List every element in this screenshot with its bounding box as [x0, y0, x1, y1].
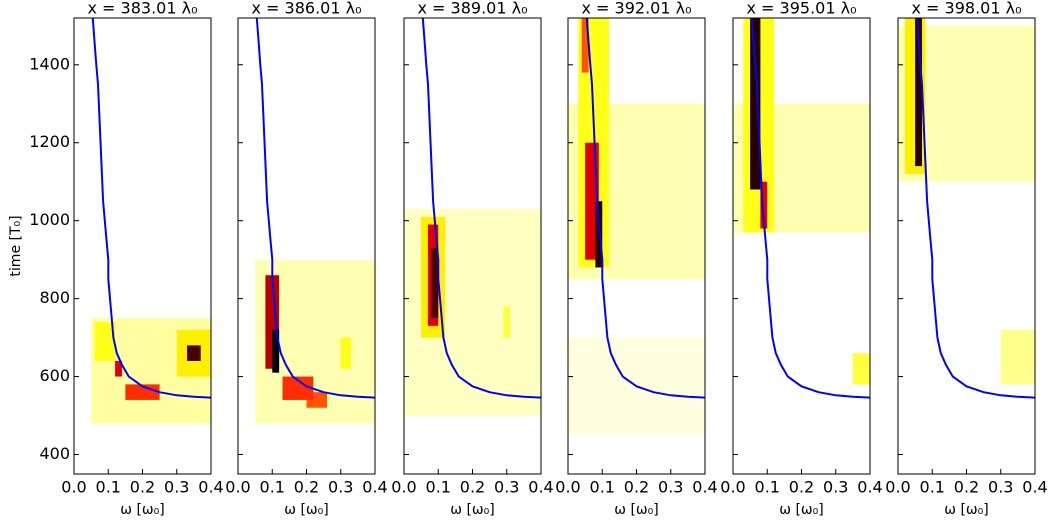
x-tick-label: 0.4 [362, 478, 387, 497]
heatmap-cell [94, 322, 116, 361]
heatmap-cell [581, 18, 589, 73]
x-tick-label: 0.4 [528, 478, 553, 497]
x-tick-label: 0.4 [198, 478, 223, 497]
x-tick-label: 0.1 [260, 478, 285, 497]
x-tick-label: 0.2 [294, 478, 319, 497]
panel-title: x = 395.01 λ₀ [747, 0, 857, 18]
heatmap-cell [750, 18, 761, 190]
heatmap-cell [595, 201, 603, 268]
x-tick-label: 0.4 [692, 478, 717, 497]
x-tick-label: 0.3 [658, 478, 683, 497]
panel-title: x = 383.01 λ₀ [88, 0, 198, 18]
heatmap-cell [503, 306, 511, 338]
x-tick-label: 0.0 [225, 478, 250, 497]
x-axis-label: ω [ω₀] [614, 502, 658, 518]
y-tick-label: 1200 [29, 132, 70, 151]
panel-title: x = 389.01 λ₀ [418, 0, 528, 18]
x-tick-label: 0.0 [885, 478, 910, 497]
curve [255, 17, 376, 399]
y-axis-label: time [T₀] [8, 215, 24, 276]
x-tick-label: 0.0 [720, 478, 745, 497]
x-axis-label: ω [ω₀] [284, 502, 328, 518]
heatmap-cell [282, 376, 314, 400]
panel-title: x = 398.01 λ₀ [912, 0, 1022, 18]
x-tick-label: 0.3 [494, 478, 519, 497]
curve [91, 17, 212, 399]
x-axis-label: ω [ω₀] [450, 502, 494, 518]
heatmap-cell [915, 18, 922, 167]
heatmap-cell [760, 181, 768, 229]
curve [750, 17, 871, 399]
curve [585, 17, 706, 399]
x-tick-label: 0.2 [954, 478, 979, 497]
x-tick-label: 0.1 [96, 478, 121, 497]
x-tick-label: 0.3 [164, 478, 189, 497]
x-tick-label: 0.2 [460, 478, 485, 497]
curve [421, 17, 542, 399]
x-tick-label: 0.4 [1022, 478, 1047, 497]
y-tick-label: 400 [39, 444, 70, 463]
heatmap-cell [272, 329, 280, 373]
x-tick-label: 0.3 [328, 478, 353, 497]
y-tick-label: 1000 [29, 210, 70, 229]
x-tick-label: 0.0 [61, 478, 86, 497]
heatmap-cell [431, 247, 439, 319]
panel-title: x = 392.01 λ₀ [582, 0, 692, 18]
heatmap-cell [340, 337, 352, 369]
x-tick-label: 0.4 [857, 478, 882, 497]
x-axis-label: ω [ω₀] [944, 502, 988, 518]
x-tick-label: 0.1 [755, 478, 780, 497]
y-tick-label: 800 [39, 288, 70, 307]
heatmap-cell [852, 353, 870, 385]
x-tick-label: 0.3 [823, 478, 848, 497]
x-tick-label: 0.1 [590, 478, 615, 497]
curve [915, 17, 1036, 399]
y-tick-label: 1400 [29, 54, 70, 73]
heatmap-cell [187, 345, 201, 361]
x-tick-label: 0.3 [988, 478, 1013, 497]
x-tick-label: 0.2 [624, 478, 649, 497]
x-tick-label: 0.1 [426, 478, 451, 497]
x-axis-label: ω [ω₀] [779, 502, 823, 518]
panel-title: x = 386.01 λ₀ [252, 0, 362, 18]
heatmap-cell [1000, 329, 1035, 385]
x-tick-label: 0.0 [391, 478, 416, 497]
heatmap-cell [115, 360, 122, 377]
x-axis-label: ω [ω₀] [120, 502, 164, 518]
x-tick-label: 0.0 [555, 478, 580, 497]
x-tick-label: 0.2 [789, 478, 814, 497]
x-tick-label: 0.1 [920, 478, 945, 497]
y-tick-label: 600 [39, 366, 70, 385]
x-tick-label: 0.2 [130, 478, 155, 497]
